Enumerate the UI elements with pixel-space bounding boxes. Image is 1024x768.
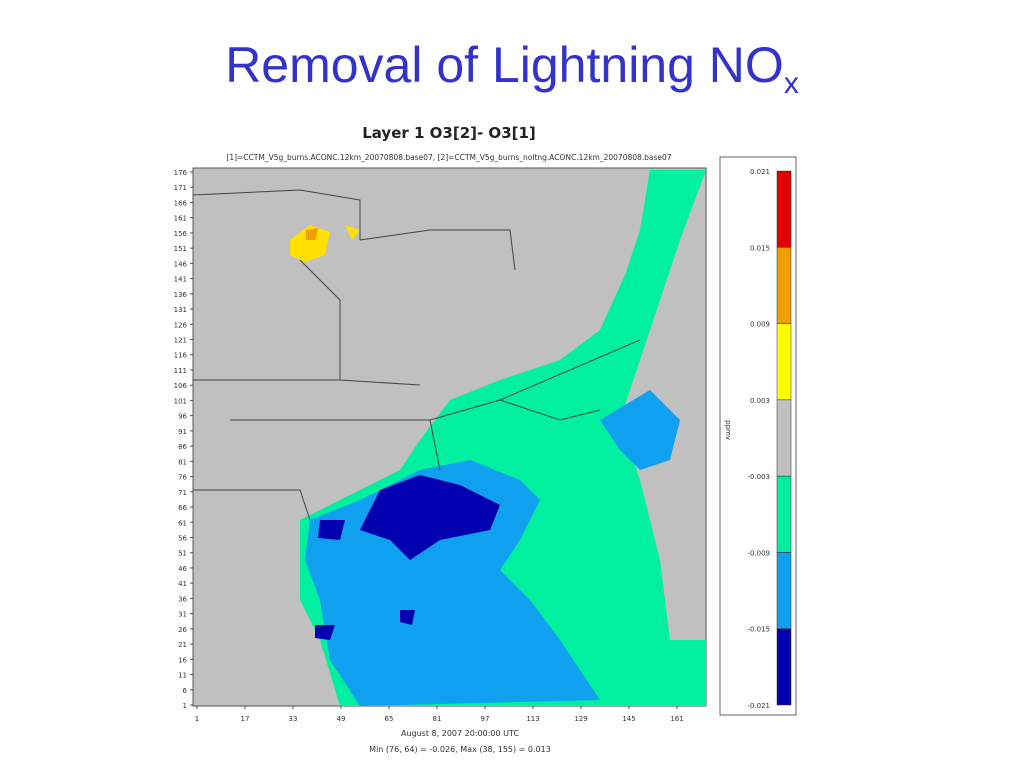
colorbar-label: -0.015 bbox=[747, 626, 770, 634]
y-tick-label: 171 bbox=[174, 184, 187, 192]
x-tick-label: 1 bbox=[195, 715, 199, 723]
x-tick-label: 145 bbox=[622, 715, 635, 723]
date-label: August 8, 2007 20:00:00 UTC bbox=[401, 729, 519, 738]
colorbar-label: 0.009 bbox=[750, 321, 770, 329]
colorbar-segment bbox=[776, 323, 792, 401]
slide-title: Removal of Lightning NOx bbox=[0, 36, 1024, 101]
x-tick-label: 81 bbox=[433, 715, 442, 723]
title-text: Removal of Lightning NO bbox=[225, 37, 784, 93]
colorbar-label: -0.003 bbox=[747, 473, 770, 481]
y-tick-label: 146 bbox=[174, 260, 188, 268]
colorbar-segment bbox=[776, 628, 792, 706]
y-tick-label: 101 bbox=[174, 397, 187, 405]
y-tick-label: 106 bbox=[174, 382, 188, 390]
colorbar-segment bbox=[776, 170, 792, 248]
y-tick-label: 46 bbox=[178, 565, 187, 573]
y-tick-label: 66 bbox=[178, 504, 187, 512]
y-tick-label: 76 bbox=[178, 474, 187, 482]
colorbar-label: 0.021 bbox=[750, 168, 770, 176]
y-tick-label: 31 bbox=[178, 611, 187, 619]
title-subscript: x bbox=[783, 67, 799, 100]
y-tick-label: 166 bbox=[174, 199, 188, 207]
x-tick-label: 113 bbox=[526, 715, 539, 723]
colorbar-label: 0.003 bbox=[750, 397, 770, 405]
y-tick-label: 6 bbox=[183, 687, 188, 695]
y-tick-label: 91 bbox=[178, 428, 187, 436]
y-tick-label: 156 bbox=[174, 230, 188, 238]
y-tick-label: 116 bbox=[174, 352, 188, 360]
y-tick-label: 51 bbox=[178, 550, 187, 558]
colorbar: 0.021 0.015 0.009 0.003 -0.003 -0.009 -0.015 -0… bbox=[719, 156, 797, 716]
y-tick-label: 41 bbox=[178, 580, 187, 588]
colorbar-unit: ppmv bbox=[724, 420, 732, 440]
colorbar-segment bbox=[776, 399, 792, 477]
colorbar-label: 0.015 bbox=[750, 244, 770, 252]
colorbar-segment bbox=[776, 475, 792, 553]
orange-region bbox=[306, 228, 318, 240]
plot-title: Layer 1 O3[2]- O3[1] bbox=[362, 124, 536, 142]
y-tick-label: 96 bbox=[178, 413, 187, 421]
y-tick-label: 16 bbox=[178, 656, 187, 664]
y-tick-label: 21 bbox=[178, 641, 187, 649]
y-tick-label: 131 bbox=[174, 306, 187, 314]
dark-blue-region bbox=[315, 520, 415, 640]
map bbox=[192, 167, 707, 707]
colorbar-label: -0.021 bbox=[747, 702, 770, 710]
x-tick-label: 17 bbox=[241, 715, 250, 723]
x-tick-label: 33 bbox=[289, 715, 298, 723]
colorbar-label: -0.009 bbox=[747, 549, 770, 557]
colorbar-segment bbox=[776, 552, 792, 629]
x-tick-label: 161 bbox=[670, 715, 683, 723]
x-tick-label: 97 bbox=[481, 715, 490, 723]
light-blue-region bbox=[600, 390, 680, 470]
boundaries bbox=[192, 189, 641, 521]
x-tick-label: 65 bbox=[385, 715, 394, 723]
y-tick-label: 161 bbox=[174, 215, 187, 223]
y-tick-label: 111 bbox=[174, 367, 187, 375]
plot-subtitle: [1]=CCTM_V5g_burns.ACONC.12km_20070808.b… bbox=[226, 153, 671, 162]
stats-label: Min (76, 64) = -0.026, Max (38, 155) = 0… bbox=[369, 745, 551, 754]
x-tick-label: 49 bbox=[337, 715, 346, 723]
dark-blue-region bbox=[360, 475, 500, 560]
y-tick-label: 61 bbox=[178, 519, 187, 527]
y-tick-label: 151 bbox=[174, 245, 187, 253]
x-tick-label: 129 bbox=[574, 715, 587, 723]
colorbar-segment bbox=[776, 247, 792, 324]
y-tick-label: 176 bbox=[174, 169, 188, 177]
y-tick-label: 121 bbox=[174, 337, 187, 345]
y-tick-label: 56 bbox=[178, 534, 187, 542]
y-tick-label: 26 bbox=[178, 626, 187, 634]
y-tick-label: 36 bbox=[178, 595, 187, 603]
y-tick-label: 1 bbox=[183, 702, 187, 710]
y-tick-label: 86 bbox=[178, 443, 187, 451]
y-tick-label: 126 bbox=[174, 321, 188, 329]
y-tick-label: 71 bbox=[178, 489, 187, 497]
y-tick-label: 141 bbox=[174, 276, 187, 284]
y-tick-label: 81 bbox=[178, 458, 187, 466]
y-tick-label: 11 bbox=[178, 672, 187, 680]
y-tick-label: 136 bbox=[174, 291, 188, 299]
